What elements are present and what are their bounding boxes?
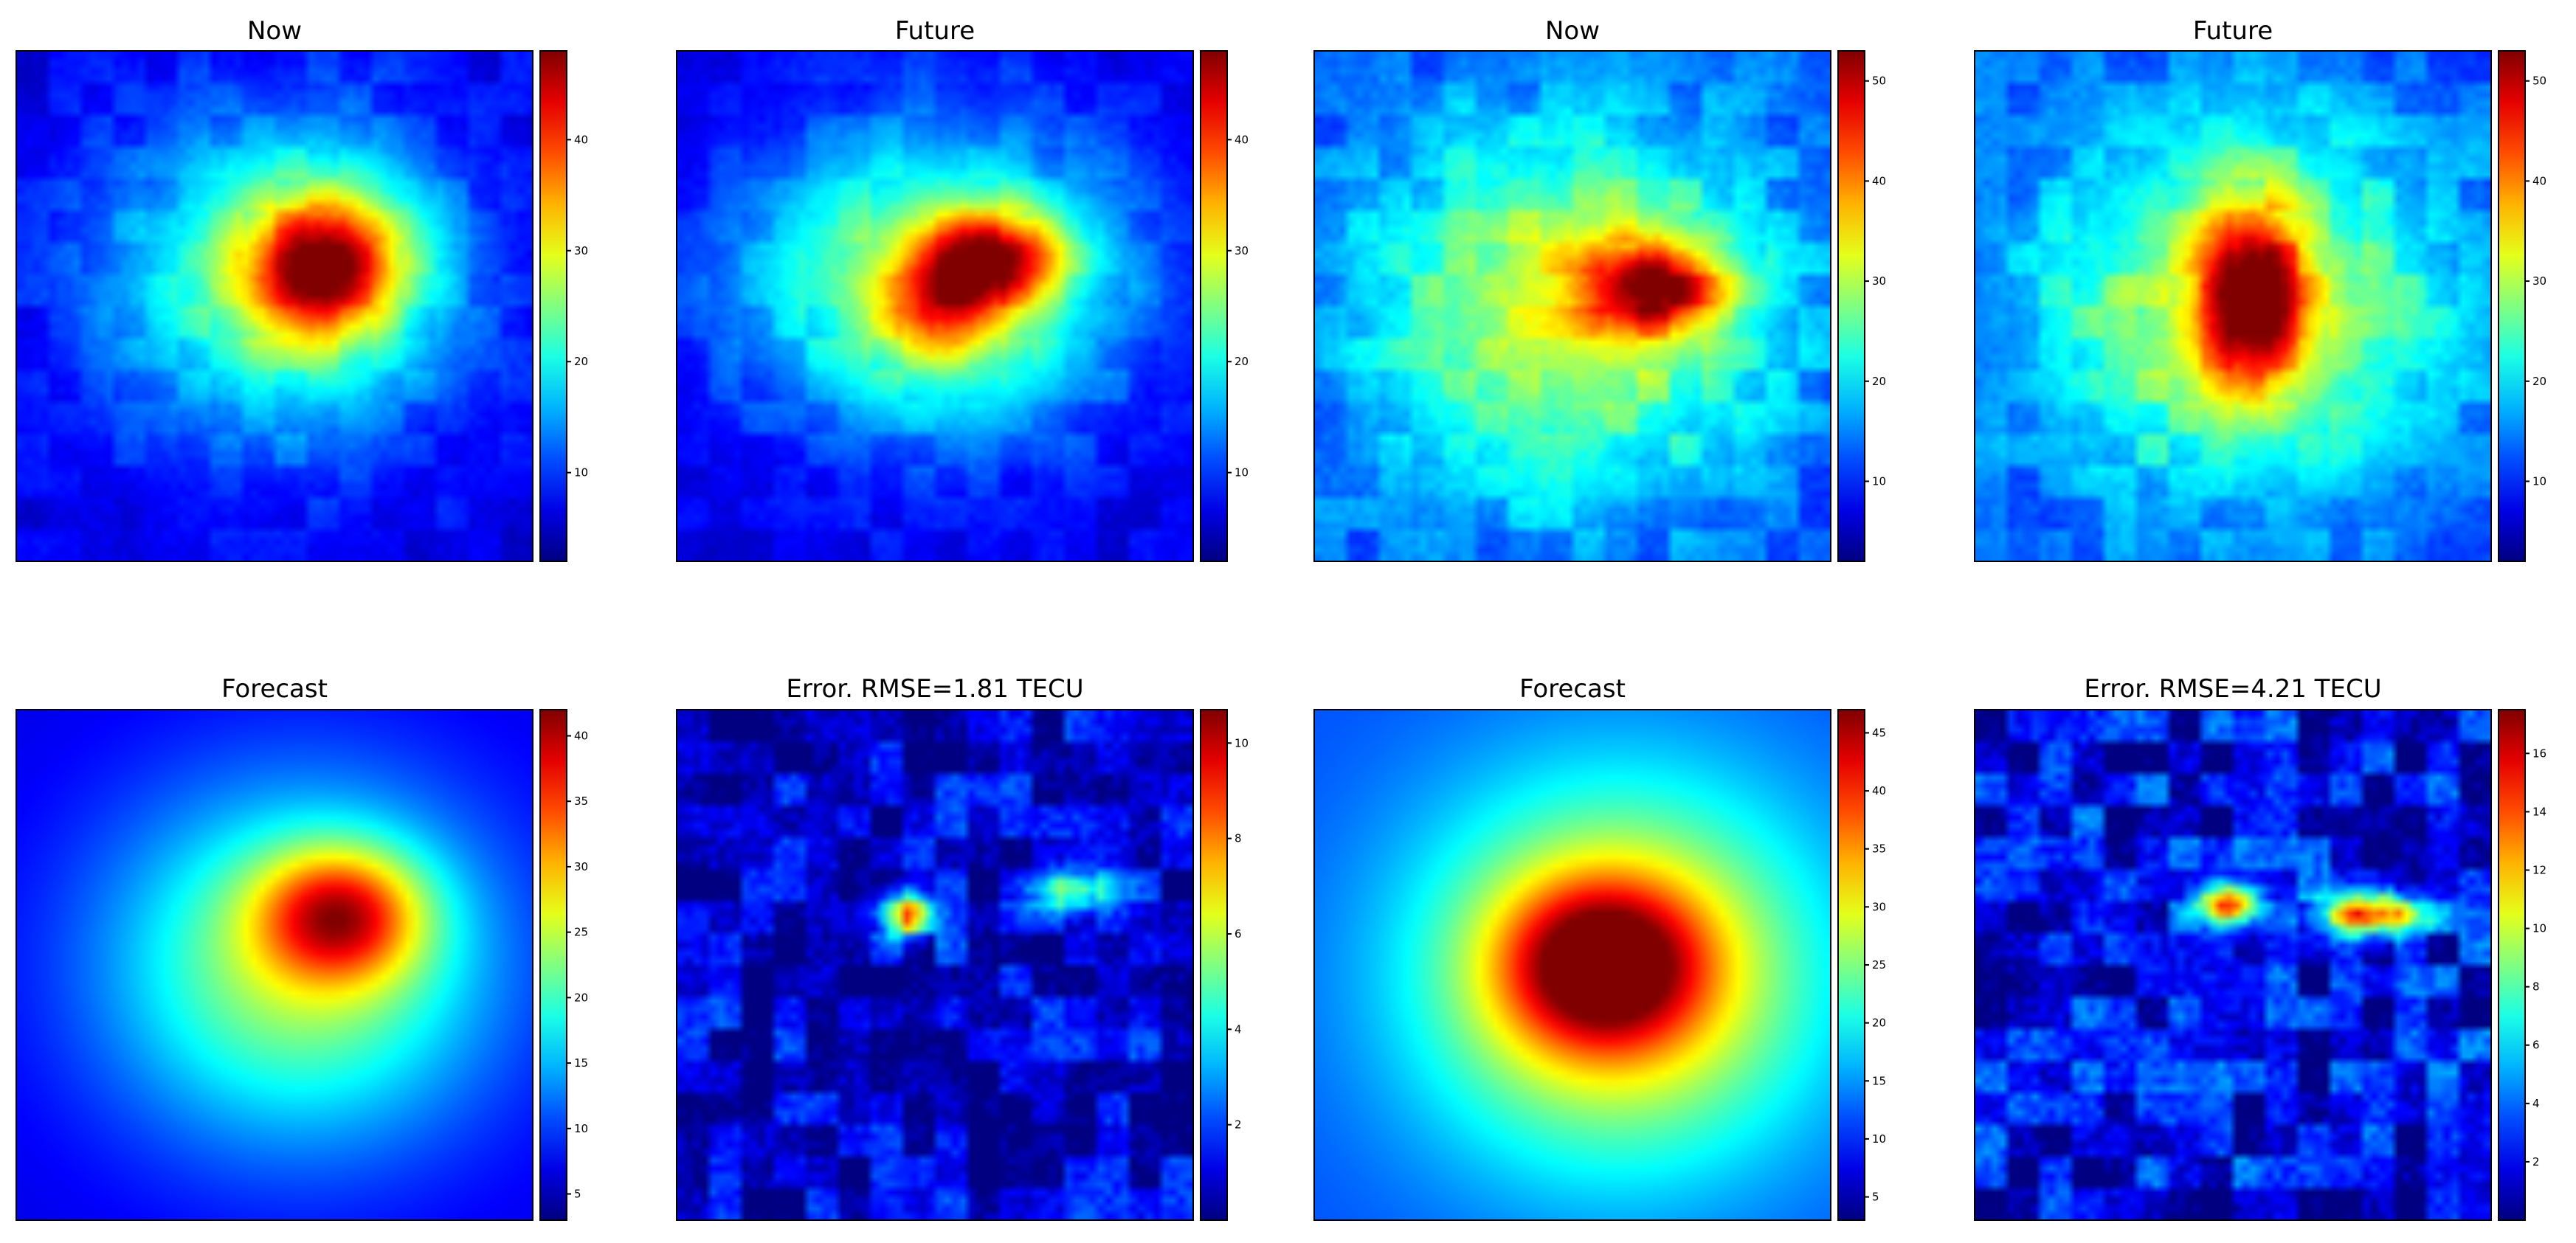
colorbar-tick-label: 10: [574, 466, 588, 479]
heatmap-image: [16, 710, 533, 1220]
heatmap-panel: Now 10 20 30 40: [15, 16, 588, 562]
heatmap-image: [1314, 51, 1831, 561]
colorbar: [2498, 50, 2526, 562]
colorbar-tick-label: 12: [2532, 863, 2546, 876]
heatmap-panel: Error. RMSE=1.81 TECU 2 4 6 8 10: [676, 674, 1249, 1221]
panel-title: Forecast: [1519, 674, 1626, 704]
colorbar-tick-label: 30: [574, 860, 588, 873]
colorbar: [2498, 709, 2526, 1221]
heatmap-image: [677, 710, 1193, 1220]
colorbar-tick-label: 5: [574, 1188, 581, 1201]
colorbar-tick-label: 4: [1235, 1022, 1242, 1036]
panels: Now10203040Future10203040Now1020304050Fu…: [15, 16, 2546, 1221]
colorbar-tick-label: 30: [1235, 244, 1249, 257]
colorbar-tick-label: 8: [2532, 980, 2540, 994]
colorbar-tick-label: 30: [574, 244, 588, 257]
colorbar: [1837, 709, 1865, 1221]
colorbar-tick-label: 40: [2532, 174, 2546, 187]
heatmap-frame: [1313, 709, 1831, 1221]
colorbar-tick-label: 25: [574, 926, 588, 939]
panel-title: Forecast: [221, 674, 328, 704]
colorbar-tick-label: 40: [1872, 174, 1886, 187]
colorbar-tick-label: 45: [1872, 726, 1886, 739]
colorbar-tick-label: 10: [574, 1122, 588, 1135]
colorbar-tick-label: 50: [1872, 75, 1886, 88]
colorbar-tick-label: 20: [1235, 355, 1249, 368]
colorbar-tick-label: 14: [2532, 805, 2546, 818]
heatmap-frame: [1313, 50, 1831, 562]
colorbar: [1200, 709, 1228, 1221]
colorbar-tick-label: 25: [1872, 958, 1886, 972]
colorbar-tick-label: 20: [574, 991, 588, 1004]
colorbar-tick-label: 50: [2532, 75, 2546, 88]
colorbar-tick-label: 2: [2532, 1155, 2540, 1168]
heatmap-panel: Error. RMSE=4.21 TECU 2 4 6 8 10 12 14 16: [1974, 674, 2546, 1221]
heatmap-image: [677, 51, 1193, 561]
heatmap-frame: [676, 50, 1194, 562]
colorbar-tick-label: 30: [1872, 274, 1886, 288]
colorbar-tick-label: 16: [2532, 747, 2546, 760]
colorbar-tick-label: 20: [1872, 375, 1886, 388]
heatmap-image: [16, 51, 533, 561]
panel-title: Future: [2193, 16, 2273, 46]
heatmap-panel: Future 10 20 30 40 50: [1974, 16, 2546, 562]
colorbar-tick-label: 10: [2532, 922, 2546, 935]
colorbar-tick-label: 30: [2532, 274, 2546, 288]
colorbar-tick-label: 10: [1872, 474, 1886, 488]
colorbar: [539, 709, 567, 1221]
colorbar: [1837, 50, 1865, 562]
heatmap-frame: [15, 709, 533, 1221]
heatmap-frame: [1974, 50, 2492, 562]
colorbar-tick-label: 35: [574, 794, 588, 808]
heatmap-image: [1975, 710, 2491, 1220]
colorbar: [1200, 50, 1228, 562]
colorbar-tick-label: 4: [2532, 1097, 2540, 1110]
panel-title: Now: [247, 16, 302, 46]
colorbar-tick-label: 5: [1872, 1191, 1879, 1204]
colorbar-tick-label: 6: [2532, 1039, 2540, 1052]
colorbar-tick-label: 10: [2532, 474, 2546, 488]
colorbar-tick-label: 10: [1235, 466, 1249, 479]
colorbar-tick-label: 15: [1872, 1074, 1886, 1087]
heatmap-image: [1314, 710, 1831, 1220]
colorbar-tick-label: 40: [574, 133, 588, 146]
heatmap-frame: [1974, 709, 2492, 1221]
colorbar-tick-label: 15: [574, 1056, 588, 1070]
heatmap-frame: [676, 709, 1194, 1221]
colorbar-tick-label: 20: [574, 355, 588, 368]
colorbar-tick-label: 40: [574, 729, 588, 742]
heatmap-image: [1975, 51, 2491, 561]
panel-title: Error. RMSE=1.81 TECU: [786, 674, 1083, 704]
heatmap-panel: Future 10 20 30 40: [676, 16, 1249, 562]
colorbar-tick-label: 10: [1872, 1132, 1886, 1146]
heatmap-panel: Forecast 5 10 15 20 25 30 35 40 45: [1313, 674, 1886, 1221]
panel-title: Error. RMSE=4.21 TECU: [2084, 674, 2381, 704]
panel-title: Future: [895, 16, 975, 46]
colorbar-tick-label: 20: [2532, 375, 2546, 388]
panel-title: Now: [1545, 16, 1600, 46]
colorbar-tick-label: 6: [1235, 927, 1242, 941]
colorbar: [539, 50, 567, 562]
colorbar-tick-label: 30: [1872, 900, 1886, 913]
heatmap-panel: Now 10 20 30 40 50: [1313, 16, 1886, 562]
colorbar-tick-label: 8: [1235, 832, 1242, 845]
colorbar-tick-label: 35: [1872, 842, 1886, 856]
colorbar-tick-label: 2: [1235, 1118, 1242, 1132]
colorbar-tick-label: 40: [1235, 133, 1249, 146]
colorbar-tick-label: 10: [1235, 736, 1249, 749]
colorbar-tick-label: 40: [1872, 784, 1886, 797]
colorbar-tick-label: 20: [1872, 1017, 1886, 1030]
heatmap-panel: Forecast 5 10 15 20 25 30 35 40: [15, 674, 588, 1221]
heatmap-frame: [15, 50, 533, 562]
